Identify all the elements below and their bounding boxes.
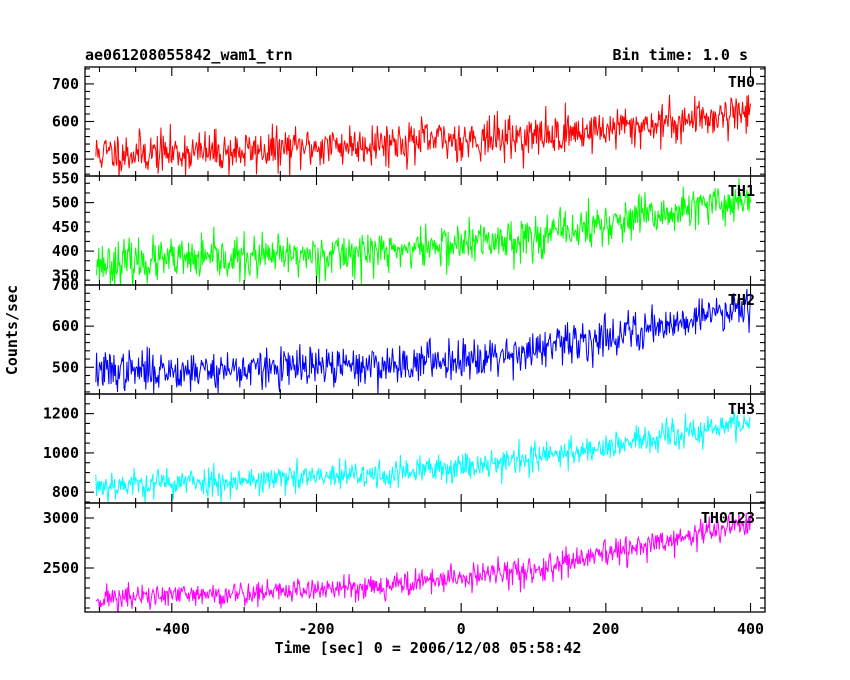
panel-label: TH1: [728, 182, 755, 200]
series-th0: [95, 94, 752, 176]
series-th0123: [95, 512, 752, 612]
y-tick-label: 800: [52, 483, 79, 501]
series-th1: [95, 177, 752, 285]
y-tick-label: 350: [52, 266, 79, 284]
y-tick-label: 500: [52, 358, 79, 376]
panel-frame: [84, 284, 766, 395]
series-th3: [95, 411, 751, 503]
y-tick-label: 600: [52, 317, 79, 335]
y-tick-label: 600: [52, 113, 79, 131]
series-th2: [95, 288, 752, 394]
x-tick-label: 400: [737, 620, 764, 638]
y-tick-label: 450: [52, 218, 79, 236]
panel-th2: 500 600 700 TH2: [52, 276, 766, 395]
y-tick-label: 1000: [43, 444, 79, 462]
observation-id: ae061208055842_wam1_trn: [85, 46, 293, 64]
x-axis: -400 -200 0 200 400: [154, 620, 764, 638]
x-tick-label: -400: [154, 620, 190, 638]
y-tick-label: 3000: [43, 509, 79, 527]
x-tick-label: -200: [298, 620, 334, 638]
x-axis-title: Time [sec] 0 = 2006/12/08 05:58:42: [274, 639, 581, 657]
bin-time-label: Bin time: 1.0 s: [613, 46, 748, 64]
y-tick-label: 2500: [43, 559, 79, 577]
y-tick-label: 550: [52, 169, 79, 187]
panel-label: TH2: [728, 291, 755, 309]
panel-th0: 500 600 700 TH0: [52, 66, 766, 177]
panel-label: TH0123: [701, 509, 755, 527]
y-axis-title: Counts/sec: [3, 285, 21, 375]
y-tick-label: 400: [52, 242, 79, 260]
y-tick-label: 500: [52, 194, 79, 212]
y-tick-label: 1200: [43, 405, 79, 423]
panel-frame: [84, 175, 766, 286]
panel-th3: 800 1000 1200 TH3: [43, 393, 766, 504]
x-tick-label: 0: [457, 620, 466, 638]
y-tick-label: 700: [52, 276, 79, 294]
panel-th0123: 2500 3000 TH0123: [43, 502, 766, 613]
panel-label: TH3: [728, 400, 755, 418]
y-tick-label: 500: [52, 150, 79, 168]
panel-th1: 350 400 450 500 550 TH1: [52, 169, 766, 286]
x-tick-label: 200: [592, 620, 619, 638]
y-tick-label: 700: [52, 75, 79, 93]
panel-label: TH0: [728, 73, 755, 91]
